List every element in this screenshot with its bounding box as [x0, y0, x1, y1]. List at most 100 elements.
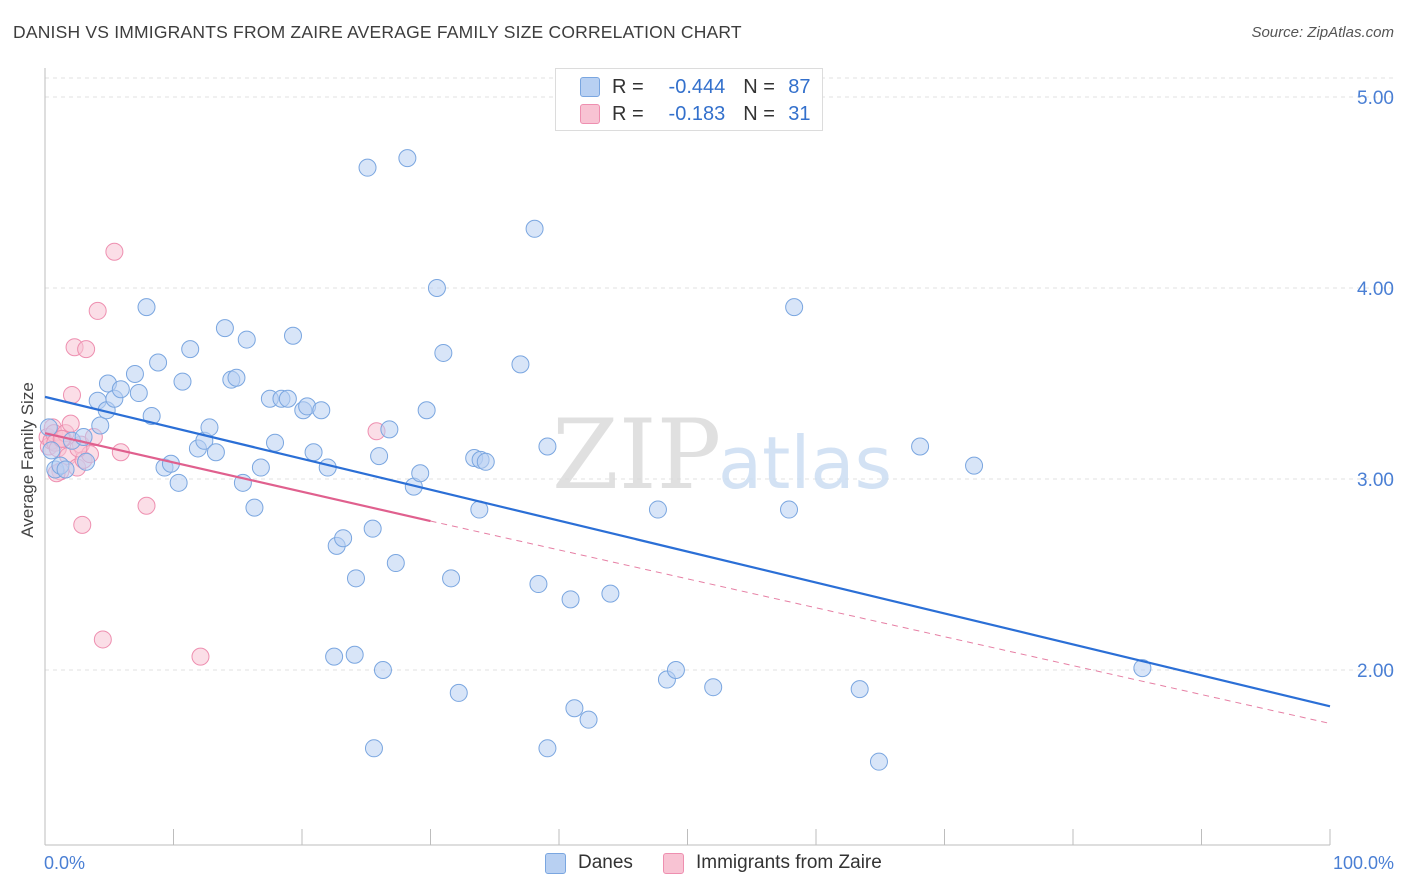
- danes-point: [245, 498, 264, 517]
- danes-point: [648, 500, 667, 519]
- danes-point: [427, 279, 446, 297]
- danes-point: [200, 418, 219, 437]
- legend-n-value: 87: [788, 75, 811, 98]
- danes-point: [125, 364, 144, 383]
- danes-point: [579, 710, 598, 729]
- legend-r-label: R =: [612, 75, 644, 98]
- danes-point: [111, 380, 130, 399]
- zaire-trend-extension: [430, 520, 1331, 724]
- danes-point: [129, 384, 148, 403]
- danes-point: [911, 437, 930, 456]
- bottom-legend-danes[interactable]: Danes: [545, 852, 633, 874]
- zaire-point: [88, 301, 107, 320]
- danes-point: [237, 330, 256, 349]
- danes-point: [785, 298, 804, 317]
- zaire-point: [105, 242, 124, 261]
- legend-n-label: N =: [743, 75, 775, 98]
- danes-point: [434, 343, 453, 362]
- y-tick-label: 5.00: [1357, 88, 1394, 109]
- grid-lines: [45, 77, 1395, 671]
- legend-n-label: N =: [743, 102, 775, 125]
- y-tick-label: 3.00: [1357, 470, 1394, 491]
- danes-swatch: [545, 852, 566, 874]
- danes-point: [370, 447, 389, 466]
- source-label: Source: ZipAtlas.com: [1251, 24, 1394, 41]
- zaire-point: [73, 515, 92, 534]
- danes-point: [77, 452, 96, 471]
- danes-point: [411, 464, 430, 483]
- danes-point: [206, 443, 225, 462]
- legend-n-value: 31: [788, 102, 811, 125]
- danes-point: [704, 678, 723, 697]
- danes-point: [278, 389, 297, 408]
- danes-point: [965, 456, 984, 475]
- legend-row-zaire: R = -0.183 N = 31: [580, 102, 811, 126]
- danes-point: [42, 441, 61, 460]
- danes-point: [511, 355, 530, 374]
- danes-point: [780, 500, 799, 519]
- bottom-legend-zaire-label: Immigrants from Zaire: [696, 852, 882, 873]
- y-tick-label: 4.00: [1357, 279, 1394, 300]
- x-tick-label: 100.0%: [1333, 853, 1394, 873]
- danes-swatch: [580, 77, 600, 97]
- danes-point: [149, 353, 168, 372]
- danes-points: [39, 149, 1152, 771]
- danes-point: [142, 406, 161, 425]
- danes-point: [251, 458, 270, 477]
- danes-point: [601, 584, 620, 603]
- danes-point: [869, 752, 888, 771]
- danes-point: [364, 739, 383, 758]
- zaire-trend-line: [44, 432, 431, 523]
- danes-point: [476, 452, 495, 471]
- danes-point: [325, 647, 344, 666]
- legend-r-value: -0.183: [668, 102, 726, 125]
- danes-point: [1133, 659, 1152, 678]
- danes-point: [345, 645, 364, 664]
- danes-point: [173, 372, 192, 391]
- danes-point: [363, 519, 382, 538]
- danes-point: [398, 149, 417, 168]
- tick-labels: 2.00 3.00 4.00 5.00 0.0% 100.0%: [44, 88, 1394, 873]
- danes-point: [304, 443, 323, 462]
- danes-point: [312, 401, 331, 420]
- zaire-swatch: [580, 104, 600, 124]
- x-tick-label: 0.0%: [44, 853, 85, 873]
- zaire-point: [93, 630, 112, 649]
- danes-point: [169, 473, 188, 492]
- danes-point: [373, 661, 392, 679]
- danes-point: [181, 340, 200, 359]
- danes-point: [449, 683, 468, 702]
- watermark-atlas: atlas: [718, 421, 892, 505]
- legend-r-label: R =: [612, 102, 644, 125]
- zaire-point: [61, 414, 80, 433]
- danes-point: [442, 569, 461, 588]
- legend-row-danes: R = -0.444 N = 87: [580, 75, 811, 99]
- zaire-point: [191, 647, 210, 666]
- legend-r-value: -0.444: [668, 75, 726, 98]
- y-tick-label: 2.00: [1357, 661, 1394, 682]
- bottom-legend: Danes Immigrants from Zaire: [0, 852, 1406, 878]
- danes-trend-line: [44, 395, 1331, 708]
- danes-point: [215, 319, 234, 338]
- danes-point: [525, 219, 544, 238]
- danes-point: [380, 420, 399, 439]
- danes-point: [529, 575, 548, 594]
- danes-point: [266, 433, 285, 452]
- zaire-swatch: [663, 852, 684, 874]
- danes-point: [358, 158, 377, 177]
- danes-point: [318, 458, 337, 477]
- danes-point: [850, 680, 869, 699]
- danes-point: [666, 661, 685, 679]
- legend: R = -0.444 N = 87 R = -0.183 N = 31: [555, 68, 823, 131]
- trend-lines: [44, 395, 1331, 724]
- danes-point: [538, 437, 557, 456]
- danes-point: [39, 418, 58, 437]
- danes-point: [284, 326, 303, 345]
- danes-point: [227, 368, 246, 387]
- danes-point: [561, 590, 580, 609]
- bottom-legend-zaire[interactable]: Immigrants from Zaire: [663, 852, 882, 874]
- chart-title: DANISH VS IMMIGRANTS FROM ZAIRE AVERAGE …: [13, 22, 742, 42]
- danes-point: [91, 416, 110, 435]
- danes-point: [334, 529, 353, 548]
